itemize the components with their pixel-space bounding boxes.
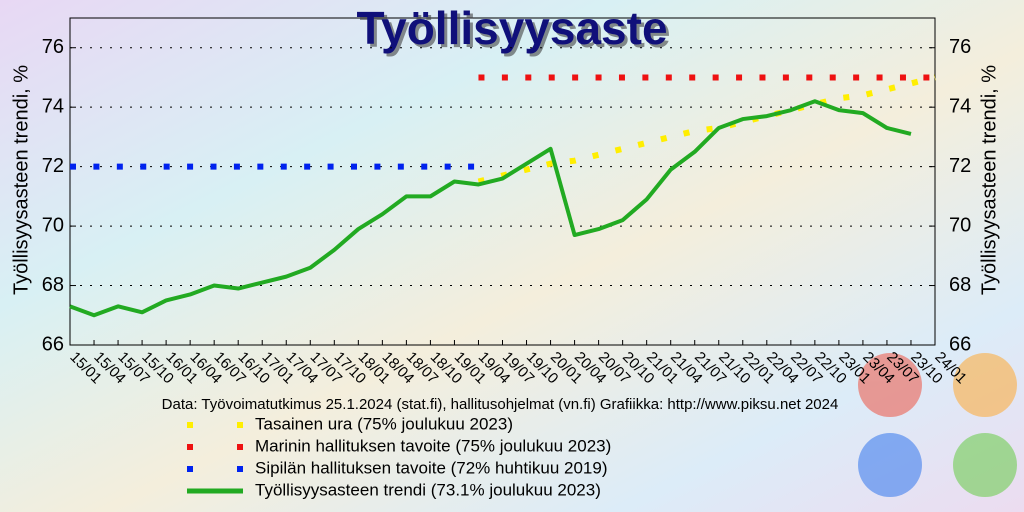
y-tick-label: 70: [42, 214, 64, 236]
y2-tick-label: 76: [949, 36, 971, 58]
y2-tick-label: 74: [949, 95, 971, 117]
y-axis-label: Työllisyysasteen trendi, %: [10, 65, 32, 295]
y2-tick-label: 66: [949, 333, 971, 355]
logo: [858, 353, 1017, 497]
y-tick-label: 66: [42, 333, 64, 355]
legend-label: Tasainen ura (75% joulukuu 2023): [255, 414, 513, 433]
legend-label: Marinin hallituksen tavoite (75% jouluku…: [255, 436, 611, 455]
legend-label: Sipilän hallituksen tavoite (72% huhtiku…: [255, 458, 608, 477]
chart-title-shadow: Työllisyysaste: [359, 5, 670, 57]
y2-tick-label: 68: [949, 274, 971, 296]
y-tick-label: 68: [42, 274, 64, 296]
series-line: [69, 99, 912, 318]
y2-axis-label: Työllisyysasteen trendi, %: [978, 65, 1000, 295]
y-tick-label: 74: [42, 95, 64, 117]
series-line: [477, 74, 936, 185]
y2-tick-label: 70: [949, 214, 971, 236]
legend-label: Työllisyysasteen trendi (73.1% joulukuu …: [255, 480, 601, 499]
footer: Data: Työvoimatutkimus 25.1.2024 (stat.f…: [162, 396, 839, 413]
y2-tick-label: 72: [949, 155, 971, 177]
y-tick-label: 72: [42, 155, 64, 177]
chart-title: Työllisyysaste: [356, 2, 667, 54]
y-tick-label: 76: [42, 36, 64, 58]
